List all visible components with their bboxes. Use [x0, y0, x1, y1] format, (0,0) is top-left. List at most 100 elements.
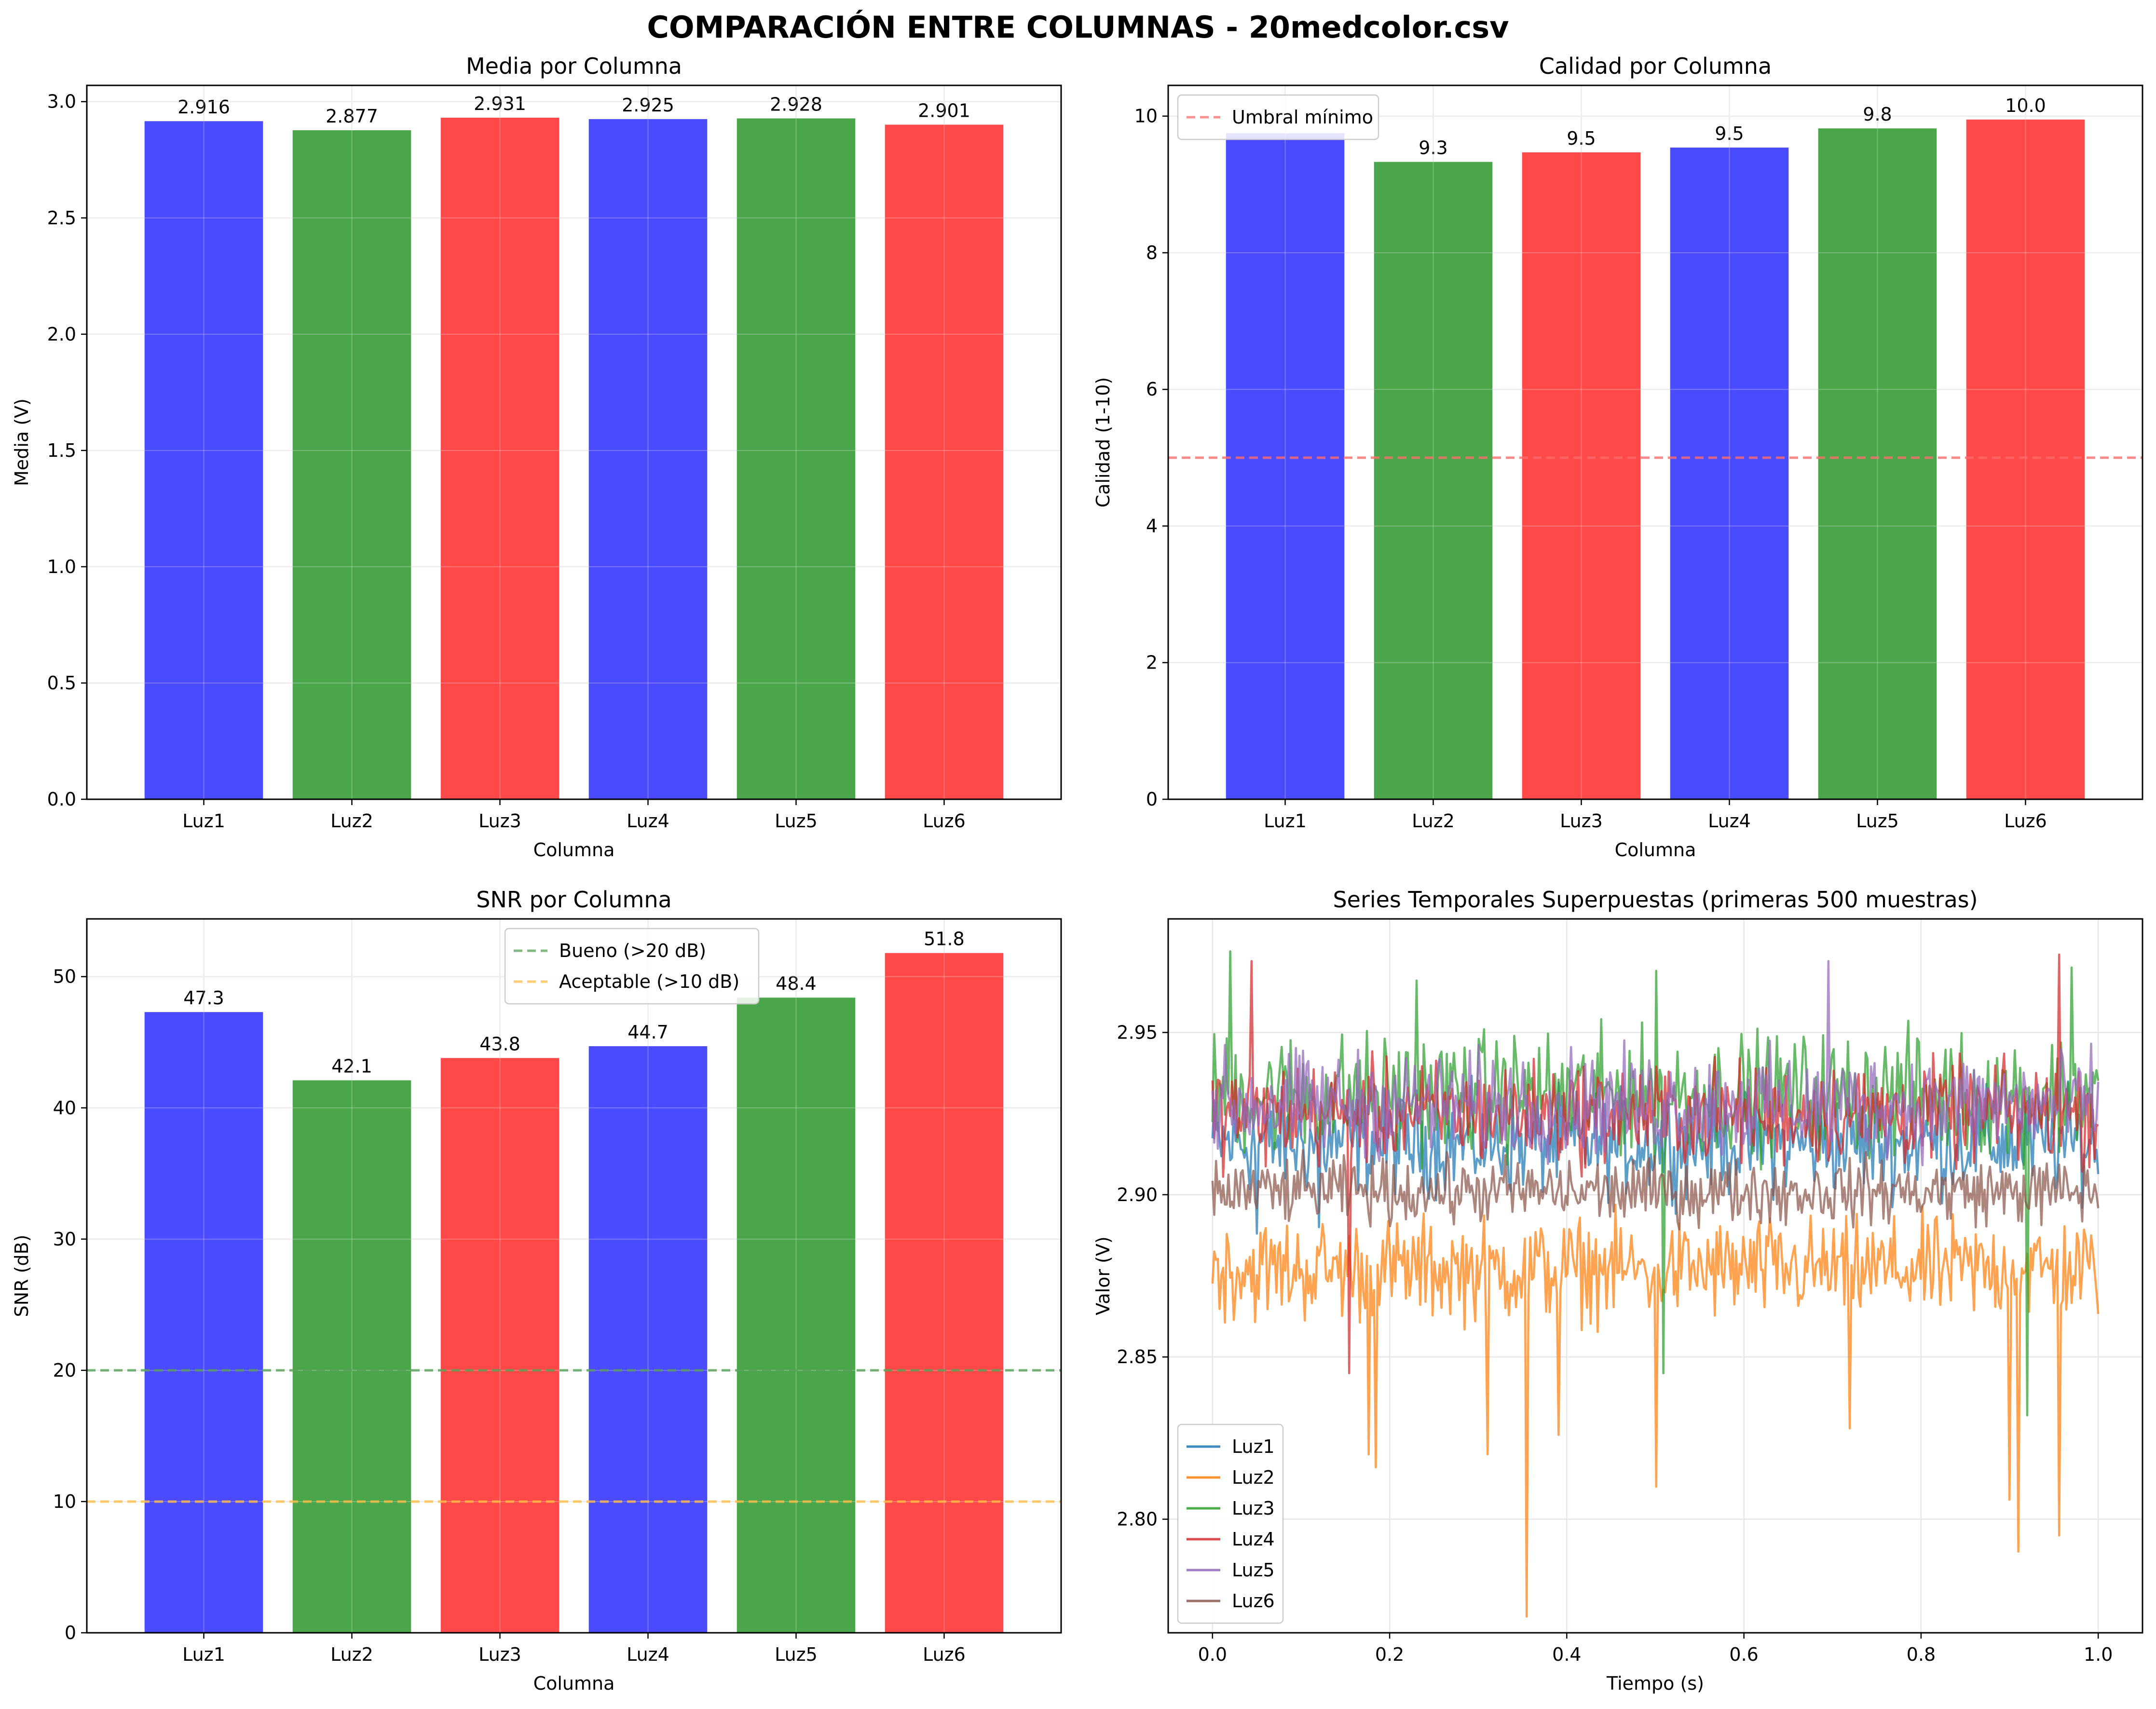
- legend-box: [1177, 1423, 1284, 1624]
- x-axis-label: Tiempo (s): [1606, 1673, 1704, 1694]
- y-tick-label: 0.5: [47, 672, 76, 694]
- bar-luz6: [1966, 119, 2085, 800]
- bar-luz1: [144, 1012, 263, 1633]
- bar-value-label: 9.5: [1567, 128, 1596, 149]
- legend-label: Aceptable (>10 dB): [559, 971, 739, 992]
- bar-luz2: [1374, 162, 1493, 799]
- x-tick-label: Luz2: [330, 810, 373, 832]
- legend-label: Luz2: [1232, 1467, 1275, 1488]
- y-tick-label: 2.5: [47, 207, 76, 229]
- chart-media-por-columna: 2.916 2.877 2.931 2.925 2.928 2.901 Luz1 Luz2 Lu…: [11, 53, 1062, 861]
- figure-title: COMPARACIÓN ENTRE COLUMNAS - 20medcolor.…: [647, 10, 1509, 45]
- y-tick-label: 20: [53, 1360, 76, 1381]
- plot-frame: [1167, 84, 2143, 800]
- y-axis-label: Media (V): [11, 398, 32, 486]
- x-axis-label: Columna: [533, 1673, 615, 1694]
- x-tick-label: 0.4: [1552, 1644, 1581, 1665]
- bar-value-label: 2.928: [770, 94, 822, 115]
- bar-value-label: 48.4: [776, 973, 817, 994]
- y-tick-label: 0.0: [47, 789, 76, 810]
- x-tick-label: Luz4: [627, 810, 669, 832]
- bar-value-label: 42.1: [331, 1056, 372, 1077]
- x-axis-label: Columna: [533, 839, 615, 861]
- x-tick-label: 0.0: [1198, 1644, 1227, 1665]
- x-tick-label: Luz2: [1412, 810, 1455, 832]
- chart-title: SNR por Columna: [476, 887, 671, 913]
- y-tick-label: 2.90: [1117, 1184, 1158, 1205]
- series-line-luz4: [1211, 953, 2099, 1375]
- y-tick-label: 1.5: [47, 440, 76, 461]
- x-tick-label: Luz6: [2004, 810, 2047, 832]
- x-tick-label: Luz3: [1560, 810, 1603, 832]
- y-tick-label: 40: [53, 1097, 76, 1119]
- legend-box: [504, 928, 760, 1005]
- y-tick-label: 50: [53, 966, 76, 987]
- legend: Umbral mínimo: [1177, 94, 1379, 140]
- series-line-luz2: [1211, 1203, 2100, 1618]
- chart-calidad-por-columna: 9.3 9.5 9.5 9.8 10.0 Luz1 Luz2 Luz3 Luz4 Luz5 Luz6…: [1092, 53, 2143, 861]
- legend-label: Luz4: [1232, 1529, 1275, 1550]
- x-tick-label: Luz5: [775, 810, 818, 832]
- bar-value-label: 43.8: [479, 1033, 520, 1054]
- legend-label: Luz3: [1232, 1498, 1275, 1519]
- legend-label: Umbral mínimo: [1232, 107, 1373, 128]
- bar-value-label: 9.3: [1419, 137, 1447, 159]
- bar-value-label: 10.0: [2005, 95, 2046, 116]
- chart-series-temporales: 0.0 0.2 0.4 0.6 0.8 1.0 2.80 2.85 2.90 2.95 Series…: [1092, 887, 2143, 1694]
- bar-luz1: [144, 121, 263, 799]
- bar-luz4: [1670, 147, 1789, 799]
- plot-frame: [1167, 918, 2143, 1634]
- bar-value-label: 44.7: [628, 1022, 669, 1043]
- x-tick-label: Luz3: [478, 810, 521, 832]
- y-tick-label: 30: [53, 1229, 76, 1250]
- plot-frame: [86, 918, 1062, 1634]
- legend-box: [1177, 94, 1379, 140]
- y-tick-label: 10: [1134, 106, 1158, 127]
- bar-luz5: [1818, 128, 1937, 800]
- legend-label: Luz1: [1232, 1436, 1275, 1457]
- y-tick-label: 8: [1146, 242, 1158, 263]
- plot-frame: [86, 84, 1062, 800]
- y-tick-label: 2.95: [1117, 1022, 1158, 1043]
- x-tick-label: Luz5: [775, 1644, 818, 1665]
- x-axis-label: Columna: [1615, 839, 1696, 861]
- x-tick-label: 0.2: [1375, 1644, 1404, 1665]
- bar-value-label: 2.925: [622, 95, 674, 116]
- y-tick-label: 3.0: [47, 91, 76, 112]
- bar-luz3: [440, 118, 559, 799]
- x-tick-label: 0.8: [1907, 1644, 1936, 1665]
- bar-value-label: 2.877: [326, 106, 378, 127]
- bar-luz2: [292, 130, 411, 799]
- bar-luz4: [588, 1046, 708, 1633]
- y-tick-label: 6: [1146, 379, 1158, 400]
- bar-value-label: 2.931: [474, 93, 526, 114]
- x-tick-label: Luz3: [478, 1644, 521, 1665]
- y-axis-label: Valor (V): [1092, 1236, 1114, 1315]
- x-tick-label: 1.0: [2084, 1644, 2113, 1665]
- legend-label: Bueno (>20 dB): [559, 940, 706, 961]
- x-tick-label: Luz6: [923, 1644, 966, 1665]
- y-axis-label: Calidad (1-10): [1092, 377, 1114, 507]
- legend: Bueno (>20 dB) Aceptable (>10 dB): [504, 928, 760, 1005]
- y-tick-label: 2: [1146, 652, 1158, 673]
- bar-value-label: 2.901: [918, 100, 970, 121]
- x-tick-label: Luz1: [182, 810, 225, 832]
- y-tick-label: 4: [1146, 515, 1158, 536]
- bar-luz3: [440, 1058, 559, 1633]
- bar-value-label: 9.5: [1715, 123, 1744, 144]
- bar-luz6: [885, 124, 1004, 800]
- series-line-luz6: [1211, 1149, 2100, 1230]
- bar-luz2: [292, 1080, 411, 1633]
- y-tick-label: 0: [65, 1622, 76, 1643]
- x-tick-label: Luz1: [1264, 810, 1307, 832]
- y-tick-label: 1.0: [47, 556, 76, 577]
- y-axis-label: SNR (dB): [11, 1235, 32, 1317]
- x-tick-label: Luz4: [1708, 810, 1751, 832]
- bar-luz1: [1226, 133, 1345, 799]
- bar-value-label: 2.916: [177, 96, 230, 118]
- bar-luz5: [737, 998, 856, 1633]
- legend: Luz1 Luz2 Luz3 Luz4 Luz5 Luz6: [1177, 1423, 1284, 1624]
- legend-label: Luz6: [1232, 1590, 1275, 1612]
- x-tick-label: Luz4: [627, 1644, 669, 1665]
